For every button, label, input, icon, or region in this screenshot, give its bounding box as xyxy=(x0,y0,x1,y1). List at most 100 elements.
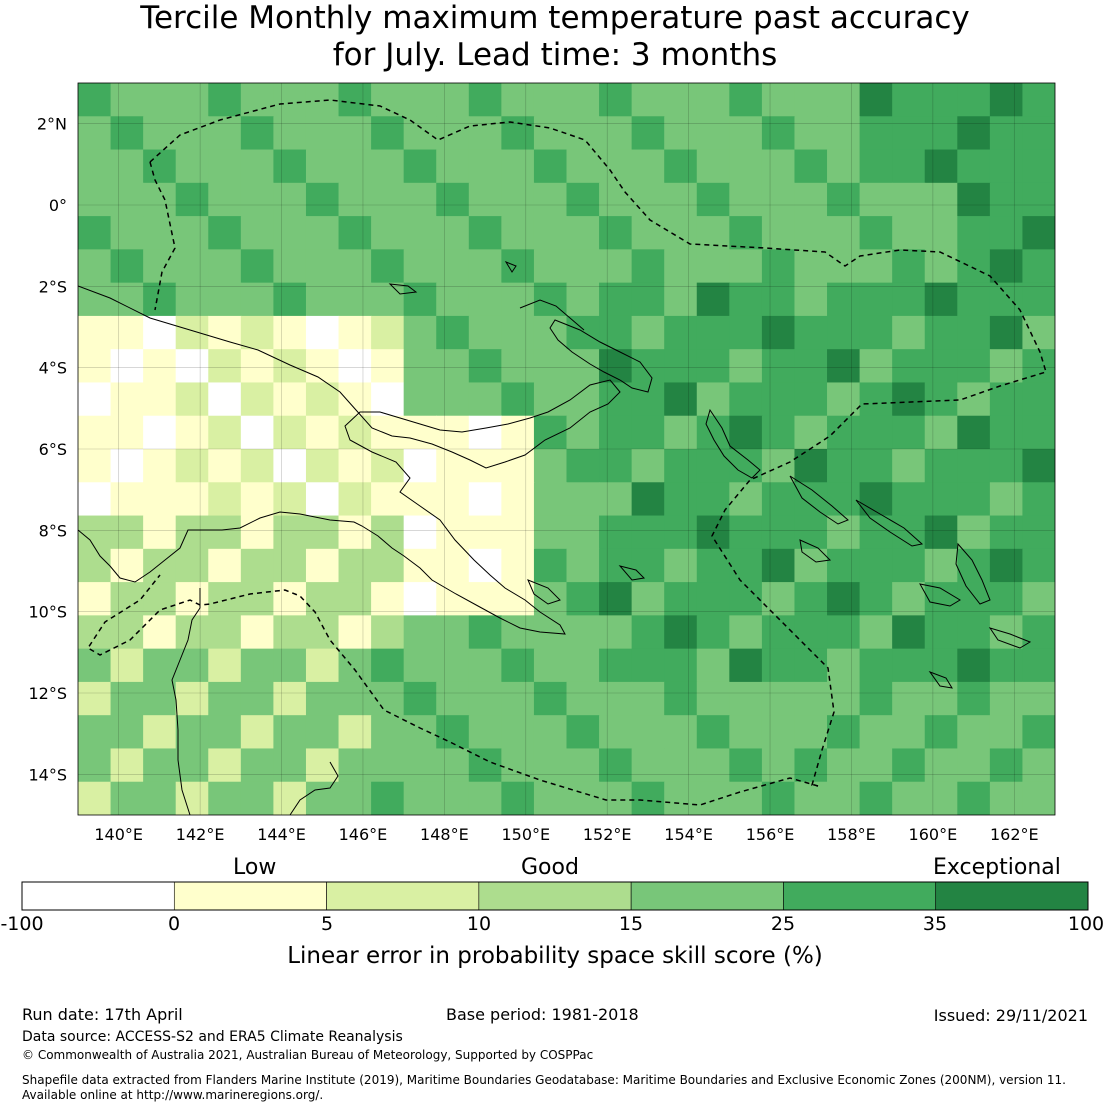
colorbar-category-good: Good xyxy=(521,855,579,880)
skill-cell xyxy=(501,249,535,284)
skill-cell xyxy=(664,349,698,384)
skill-cell xyxy=(436,515,470,550)
skill-cell xyxy=(859,415,893,450)
skill-cell xyxy=(110,781,144,815)
skill-cell xyxy=(110,382,144,417)
skill-cell xyxy=(143,349,177,384)
skill-cell xyxy=(924,182,958,217)
skill-cell xyxy=(827,249,861,284)
skill-cell xyxy=(78,315,112,350)
skill-cell xyxy=(273,615,307,650)
skill-cell xyxy=(696,282,730,317)
skill-cell xyxy=(761,681,796,716)
skill-cell xyxy=(989,648,1024,683)
colorbar-tick-label: 10 xyxy=(466,913,492,935)
skill-cell xyxy=(208,449,242,483)
skill-cell xyxy=(533,582,568,616)
skill-cell xyxy=(957,216,991,250)
skill-cell xyxy=(892,349,926,384)
longitude-tick-label: 156°E xyxy=(746,825,795,844)
skill-cell xyxy=(436,449,470,483)
skill-cell xyxy=(240,315,274,350)
skill-cell xyxy=(664,781,698,815)
skill-cell xyxy=(208,282,242,317)
skill-cell xyxy=(631,748,665,783)
skill-cell xyxy=(1022,415,1055,450)
skill-cell xyxy=(631,482,665,517)
skill-cell xyxy=(599,315,633,350)
skill-cell xyxy=(175,382,209,417)
skill-cell xyxy=(468,149,502,184)
skill-cell xyxy=(468,582,502,616)
skill-cell xyxy=(436,648,470,683)
skill-cell xyxy=(208,482,242,517)
skill-cell xyxy=(533,382,568,417)
skill-cell xyxy=(566,216,600,250)
skill-cell xyxy=(696,748,730,783)
skill-cell xyxy=(924,149,958,184)
skill-cell xyxy=(664,282,698,317)
skill-cell xyxy=(631,382,665,417)
skill-cell xyxy=(729,781,763,815)
skill-cell xyxy=(599,715,633,750)
skill-cell xyxy=(892,116,926,151)
skill-cell xyxy=(794,249,828,284)
skill-cell xyxy=(599,548,633,583)
skill-cell xyxy=(305,249,340,284)
skill-cell xyxy=(1022,249,1055,284)
skill-cell xyxy=(892,615,926,650)
skill-cell xyxy=(533,116,568,151)
skill-cell xyxy=(599,415,633,450)
skill-cell xyxy=(599,681,633,716)
eez-png-west xyxy=(149,161,176,311)
colorbar-tick-label: 0 xyxy=(167,913,181,935)
skill-cell xyxy=(143,548,177,583)
skill-cell xyxy=(696,349,730,384)
skill-cell xyxy=(305,648,340,683)
skill-cell xyxy=(175,83,209,117)
skill-cell xyxy=(403,116,437,151)
colorbar-tick-label: 25 xyxy=(770,913,796,935)
latitude-tick-label: 2°N xyxy=(37,115,67,134)
skill-cell xyxy=(924,216,958,250)
axis-ticks: 140°E 142°E 144°E 146°E 148°E 150°E 152°E 154°E… xyxy=(28,115,1038,844)
eez-png-north xyxy=(149,99,1047,787)
skill-grid xyxy=(78,83,1055,815)
skill-cell xyxy=(827,615,861,650)
skill-cell xyxy=(273,349,307,384)
skill-cell xyxy=(371,282,405,317)
skill-cell xyxy=(696,149,730,184)
skill-cell xyxy=(533,648,568,683)
skill-cell xyxy=(338,249,372,284)
skill-cell xyxy=(794,349,828,384)
skill-cell xyxy=(599,582,633,616)
longitude-tick-label: 158°E xyxy=(827,825,876,844)
skill-cell xyxy=(371,182,405,217)
skill-cell xyxy=(761,249,796,284)
skill-cell xyxy=(696,648,730,683)
skill-cell xyxy=(761,116,796,151)
skill-cell xyxy=(78,182,112,217)
skill-cell xyxy=(175,216,209,250)
skill-cell xyxy=(273,182,307,217)
skill-cell xyxy=(240,83,274,117)
skill-cell xyxy=(989,182,1024,217)
skill-cell xyxy=(957,182,991,217)
skill-cell xyxy=(468,681,502,716)
skill-cell xyxy=(436,615,470,650)
skill-cell xyxy=(240,715,274,750)
skill-cell xyxy=(240,681,274,716)
skill-cell xyxy=(1022,83,1055,117)
skill-cell xyxy=(729,515,763,550)
skill-cell xyxy=(305,349,340,384)
skill-cell xyxy=(533,615,568,650)
skill-cell xyxy=(859,349,893,384)
skill-cell xyxy=(143,149,177,184)
skill-cell xyxy=(957,748,991,783)
colorbar-swatch xyxy=(21,881,175,911)
skill-cell xyxy=(78,648,112,683)
skill-cell xyxy=(273,83,307,117)
skill-cell xyxy=(110,349,144,384)
skill-cell xyxy=(78,249,112,284)
skill-cell xyxy=(143,715,177,750)
